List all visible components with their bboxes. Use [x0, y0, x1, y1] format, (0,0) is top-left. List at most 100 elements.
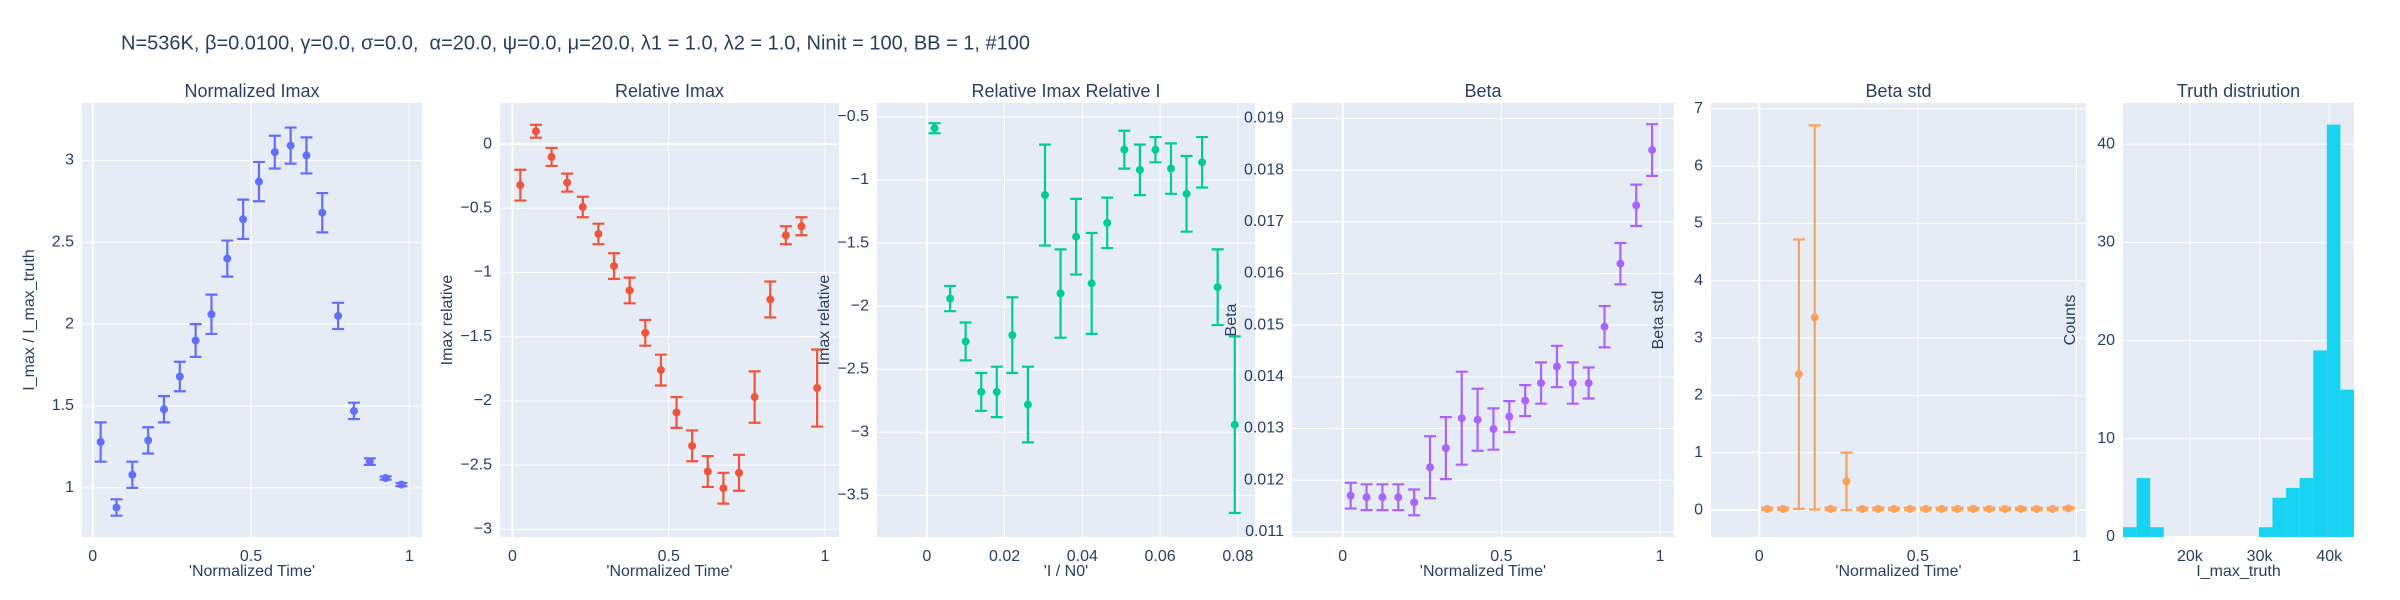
x-axis-title: 'Normalized Time'	[1835, 563, 1961, 580]
data-point	[1362, 493, 1371, 502]
data-point	[1874, 504, 1883, 513]
y-tick-label: 20	[2097, 332, 2115, 349]
data-point	[563, 178, 572, 187]
data-point	[191, 336, 200, 345]
figure-title: N=536K, β=0.0100, γ=0.0, σ=0.0, α=20.0, …	[121, 32, 1030, 54]
y-axis-title: Beta std	[1650, 291, 1667, 350]
data-point	[735, 468, 744, 477]
data-point	[1346, 491, 1355, 500]
data-point	[1457, 414, 1466, 423]
y-axis-title: Imax relative	[439, 275, 456, 366]
y-tick-label: −3.5	[837, 487, 869, 504]
y-tick-label: 0	[483, 135, 492, 152]
data-point	[1842, 477, 1851, 486]
y-tick-label: 0.015	[1244, 316, 1284, 333]
subplot-title: Normalized Imax	[184, 81, 319, 101]
data-point	[144, 436, 153, 445]
data-point	[1056, 289, 1065, 298]
data-point	[207, 310, 216, 319]
x-axis-title: 'I / N0'	[1044, 563, 1088, 580]
data-point	[1794, 370, 1803, 379]
histogram-bar	[2326, 124, 2341, 537]
y-axis-title: Counts	[2062, 295, 2079, 346]
y-tick-label: −1	[851, 171, 869, 188]
x-tick-label: 40k	[2316, 548, 2343, 565]
data-point	[2016, 504, 2025, 513]
data-point	[1087, 279, 1096, 288]
x-axis-title: 'Normalized Time'	[606, 563, 732, 580]
plot-background	[1292, 103, 1674, 537]
data-point	[286, 141, 295, 150]
y-tick-label: 30	[2097, 234, 2115, 251]
y-tick-label: 0.012	[1244, 471, 1284, 488]
y-axis-title: Imax relative	[816, 275, 833, 366]
data-point	[1969, 504, 1978, 513]
histogram-bar	[2258, 527, 2273, 537]
data-point	[1230, 420, 1239, 429]
y-tick-label: 3	[65, 152, 74, 169]
data-point	[159, 405, 168, 414]
data-point	[1213, 283, 1222, 292]
data-point	[1858, 504, 1867, 513]
data-point	[703, 467, 712, 476]
x-tick-label: 0	[508, 548, 517, 565]
y-tick-label: −3	[851, 424, 869, 441]
x-tick-label: 1	[820, 548, 829, 565]
y-tick-label: 0.016	[1244, 265, 1284, 282]
y-axis-title: Beta	[1223, 303, 1240, 336]
data-point	[1441, 444, 1450, 453]
y-tick-label: −0.5	[837, 108, 869, 125]
histogram-bar	[2136, 478, 2151, 537]
data-point	[1426, 463, 1435, 472]
x-axis-title: 'Normalized Time'	[1420, 563, 1546, 580]
y-axis-title: I_max / I_max_truth	[21, 249, 38, 390]
data-point	[1921, 504, 1930, 513]
subplot-title: Beta std	[1865, 81, 1931, 101]
data-point	[254, 177, 263, 186]
y-tick-label: 10	[2097, 430, 2115, 447]
data-point	[1198, 158, 1207, 167]
data-point	[1521, 396, 1530, 405]
data-point	[112, 503, 121, 512]
data-point	[1378, 493, 1387, 502]
data-point	[1779, 504, 1788, 513]
y-tick-label: 1	[1694, 444, 1703, 461]
data-point	[930, 124, 939, 133]
data-point	[1182, 189, 1191, 198]
data-point	[766, 295, 775, 304]
histogram-bar	[2340, 389, 2354, 537]
y-tick-label: 5	[1694, 215, 1703, 232]
x-tick-label: 0.08	[1222, 548, 1253, 565]
data-point	[1890, 504, 1899, 513]
x-tick-label: 0.5	[1490, 548, 1512, 565]
x-tick-label: 1	[1656, 548, 1665, 565]
data-point	[1473, 415, 1482, 424]
data-point	[1648, 146, 1657, 155]
data-point	[318, 208, 327, 217]
y-tick-label: 0.018	[1244, 161, 1284, 178]
data-point	[531, 127, 540, 136]
data-point	[1552, 362, 1561, 371]
histogram-bar	[2150, 527, 2164, 537]
y-tick-label: −1.5	[460, 328, 492, 345]
data-point	[977, 387, 986, 396]
data-point	[656, 366, 665, 375]
data-point	[1632, 201, 1641, 210]
data-point	[1584, 379, 1593, 388]
data-point	[672, 408, 681, 417]
data-point	[1041, 191, 1049, 200]
data-point	[625, 286, 634, 295]
data-point	[349, 406, 358, 415]
subplot-title: Beta	[1464, 81, 1502, 101]
data-point	[1135, 165, 1144, 174]
data-point	[1505, 412, 1514, 421]
data-point	[2064, 504, 2073, 513]
y-tick-label: 0.011	[1245, 523, 1284, 540]
data-point	[719, 484, 728, 493]
y-tick-label: 1.5	[52, 397, 74, 414]
data-point	[365, 457, 374, 466]
plot-background	[500, 103, 839, 537]
y-tick-label: 4	[1694, 272, 1703, 289]
y-tick-label: 1	[65, 479, 74, 496]
